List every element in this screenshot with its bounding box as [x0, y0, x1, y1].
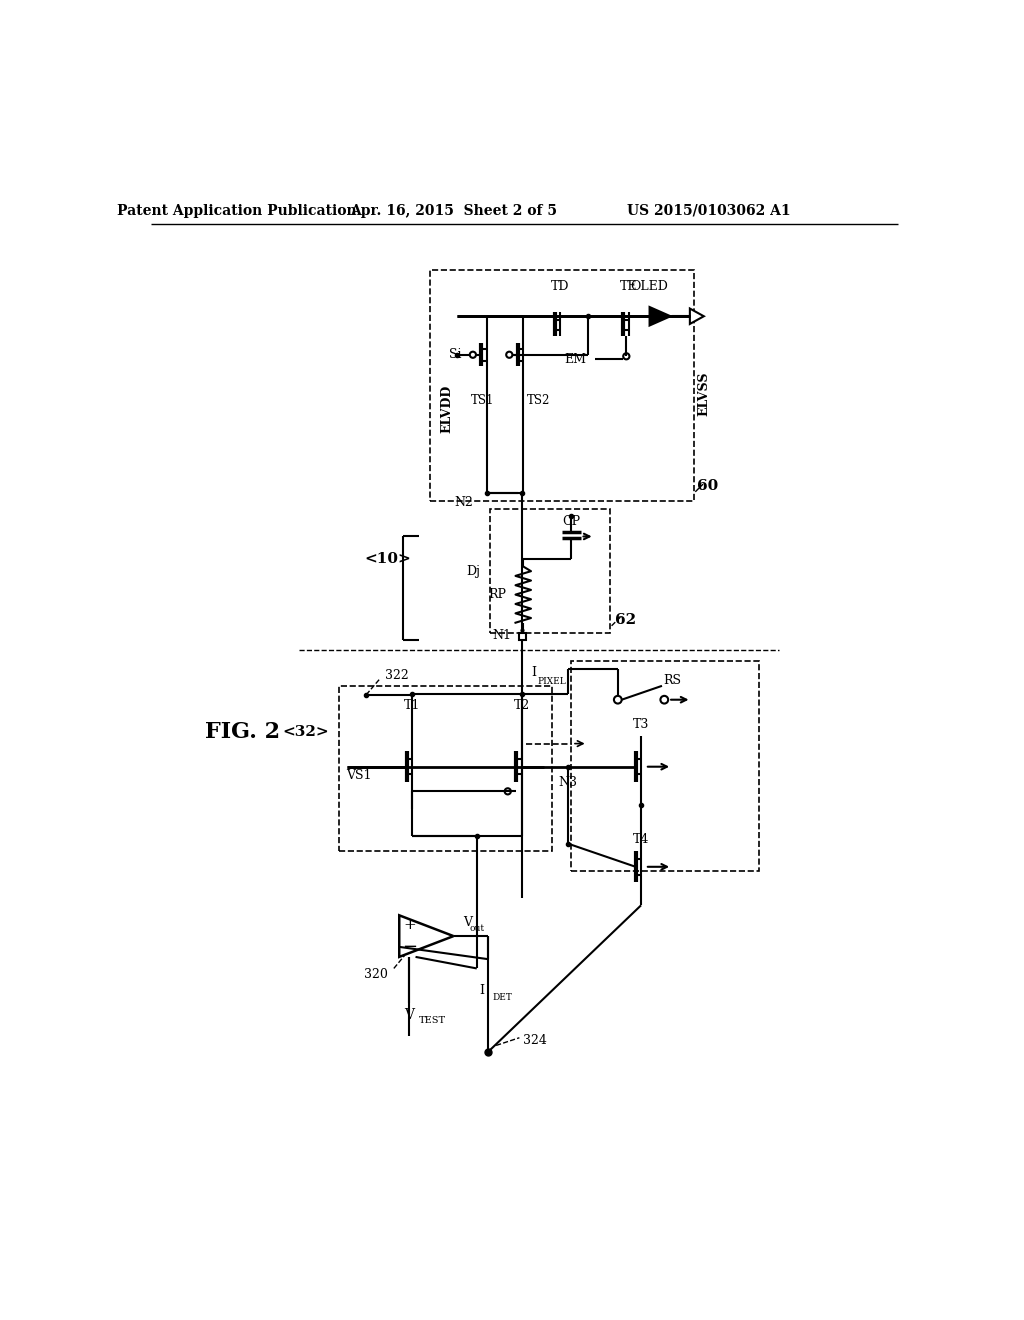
Text: 62: 62 [615, 612, 636, 627]
Bar [430, 271, 693, 502]
Text: Apr. 16, 2015  Sheet 2 of 5: Apr. 16, 2015 Sheet 2 of 5 [350, 203, 557, 218]
Polygon shape [399, 915, 454, 957]
Text: TD: TD [551, 280, 569, 293]
Bar [489, 508, 610, 634]
Text: +: + [403, 919, 416, 932]
Text: Si: Si [449, 348, 462, 362]
Text: CP: CP [562, 515, 581, 528]
Text: TE: TE [620, 280, 637, 293]
Bar [571, 661, 759, 871]
Text: TEST: TEST [419, 1016, 445, 1026]
Text: N1: N1 [492, 630, 511, 643]
Text: out: out [470, 924, 485, 933]
Text: −: − [401, 939, 417, 956]
Text: TS1: TS1 [471, 395, 495, 408]
Text: 324: 324 [523, 1034, 547, 1047]
Text: 322: 322 [385, 668, 409, 681]
Text: T4: T4 [633, 833, 649, 846]
Text: ELVDD: ELVDD [440, 384, 454, 433]
Text: US 2015/0103062 A1: US 2015/0103062 A1 [628, 203, 792, 218]
Text: <10>: <10> [365, 552, 411, 566]
Text: PIXEL: PIXEL [538, 677, 566, 686]
Text: TS2: TS2 [527, 395, 551, 408]
Text: FIG. 2: FIG. 2 [205, 721, 281, 743]
Text: V: V [463, 916, 472, 929]
Text: Patent Application Publication: Patent Application Publication [117, 203, 356, 218]
Text: EM: EM [564, 352, 586, 366]
Text: V: V [404, 1007, 415, 1022]
Text: T1: T1 [404, 698, 421, 711]
Text: T2: T2 [514, 698, 529, 711]
Text: 60: 60 [697, 479, 718, 492]
Text: <32>: <32> [283, 725, 330, 739]
Polygon shape [649, 308, 671, 326]
Text: Dj: Dj [467, 565, 480, 578]
Bar [339, 686, 552, 851]
Text: VS1: VS1 [346, 770, 372, 783]
Text: RS: RS [664, 675, 681, 686]
Bar [518, 632, 525, 640]
Text: 320: 320 [364, 968, 388, 981]
Text: I: I [531, 667, 536, 680]
Text: N2: N2 [454, 496, 473, 510]
Text: I: I [479, 983, 484, 997]
Text: RP: RP [488, 587, 506, 601]
Text: ELVSS: ELVSS [697, 371, 711, 416]
Text: OLED: OLED [631, 280, 669, 293]
Text: DET: DET [493, 993, 512, 1002]
Text: N3: N3 [559, 776, 578, 788]
Polygon shape [690, 309, 703, 323]
Text: T3: T3 [633, 718, 649, 731]
